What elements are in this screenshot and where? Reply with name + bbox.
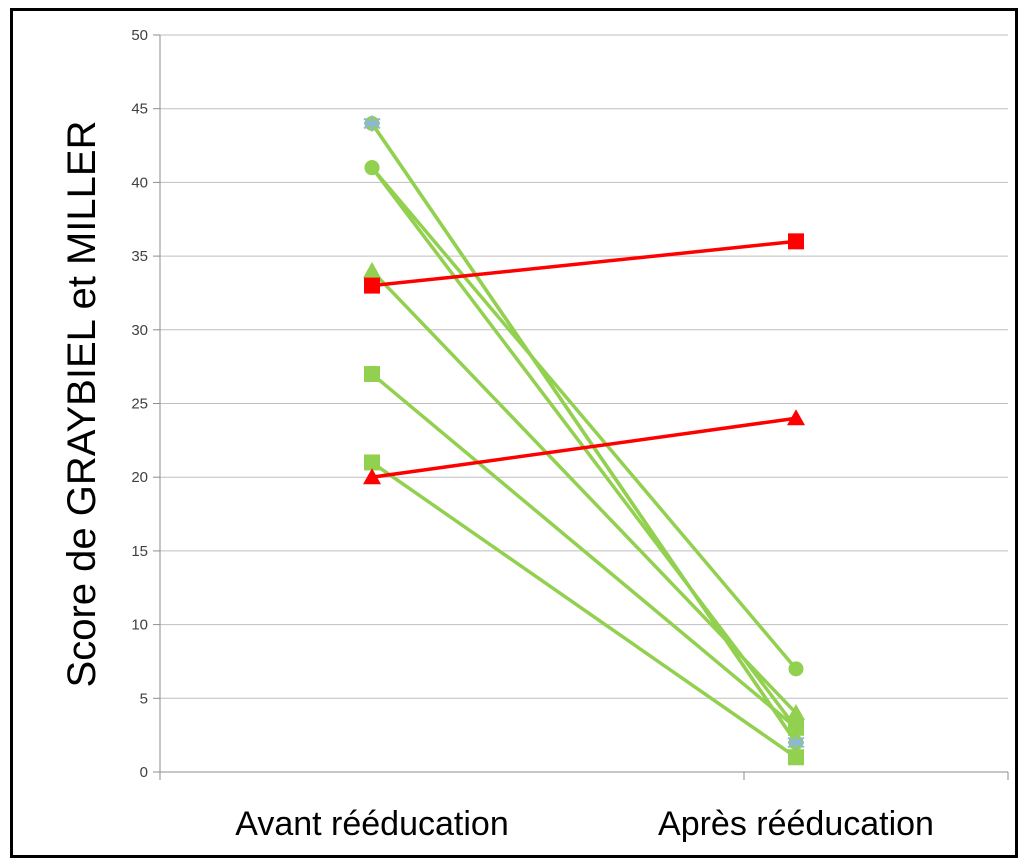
y-tick-label: 25 — [131, 396, 148, 413]
y-tick-label: 45 — [131, 101, 148, 118]
y-tick-label: 10 — [131, 617, 148, 634]
data-point-marker — [364, 366, 380, 383]
y-tick-label: 20 — [131, 469, 148, 486]
y-tick-labels: 0 5 10 15 20 25 30 35 40 45 50 — [131, 27, 148, 781]
chart-frame — [10, 8, 1018, 858]
data-point-marker — [364, 160, 380, 176]
y-tick-label: 35 — [131, 248, 148, 265]
series-line — [370, 416, 798, 479]
data-point-marker — [788, 719, 804, 736]
series-line — [370, 460, 798, 760]
y-axis-label: Score de GRAYBIEL et MILLER — [60, 121, 104, 688]
x-category-label: Avant rééducation — [235, 805, 508, 843]
y-tick-label: 5 — [140, 690, 148, 707]
y-tick-label: 30 — [131, 322, 148, 339]
data-point-marker — [363, 468, 381, 485]
data-point-marker — [363, 115, 381, 132]
data-point-marker — [787, 704, 805, 721]
x-category-label: Après rééducation — [658, 805, 934, 843]
y-tick-label: 0 — [140, 764, 148, 781]
series-line — [370, 239, 798, 288]
y-tick-label: 50 — [131, 27, 148, 44]
data-point-marker — [364, 277, 380, 294]
data-point-marker — [788, 749, 804, 766]
gridlines — [153, 34, 1008, 773]
data-point-marker — [787, 734, 805, 751]
axes — [159, 35, 1009, 780]
series-line — [370, 372, 798, 730]
x-category-labels: Avant rééducation Après rééducation — [235, 805, 934, 843]
data-point-marker — [788, 661, 804, 677]
data-point-marker — [363, 261, 381, 278]
data-point-marker — [364, 454, 380, 471]
data-point-marker — [788, 233, 804, 250]
series-markers — [363, 115, 805, 766]
y-tick-label: 15 — [131, 543, 148, 560]
series-line — [370, 121, 798, 745]
series-lines — [370, 121, 798, 760]
series-line — [370, 269, 798, 715]
series-line — [370, 165, 798, 671]
data-point-marker — [787, 409, 805, 426]
y-tick-label: 40 — [131, 174, 148, 191]
